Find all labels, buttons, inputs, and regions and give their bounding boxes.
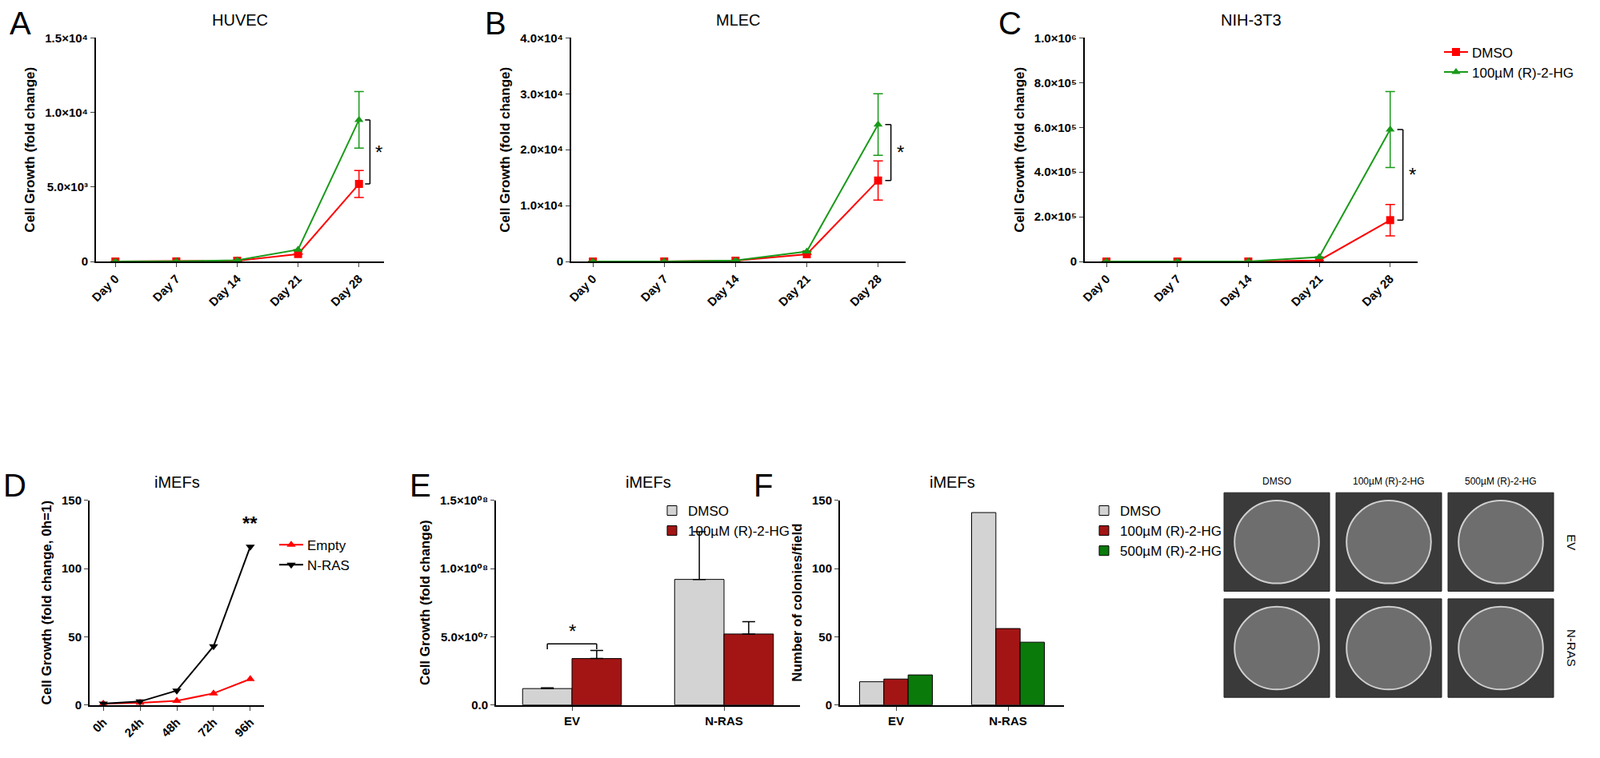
svg-text:1.5×10⁴: 1.5×10⁴ — [44, 31, 88, 45]
svg-text:C: C — [998, 5, 1022, 41]
svg-text:iMEFs: iMEFs — [154, 473, 200, 492]
svg-text:150: 150 — [812, 493, 832, 508]
svg-text:EV: EV — [888, 714, 904, 728]
svg-text:EV: EV — [564, 714, 580, 728]
svg-text:N-RAS: N-RAS — [988, 714, 1028, 728]
svg-text:4.0×10⁴: 4.0×10⁴ — [520, 31, 564, 45]
svg-text:100: 100 — [812, 561, 832, 576]
svg-text:2.0×10⁴: 2.0×10⁴ — [520, 142, 564, 156]
svg-text:100: 100 — [61, 561, 82, 576]
svg-text:F: F — [753, 468, 773, 504]
svg-text:HUVEC: HUVEC — [212, 11, 268, 29]
svg-text:DMSO: DMSO — [1262, 476, 1292, 488]
svg-text:50: 50 — [818, 630, 832, 644]
svg-text:1.0×10⁶: 1.0×10⁶ — [1034, 31, 1077, 45]
svg-text:N-RAS: N-RAS — [307, 558, 350, 574]
svg-text:Day 14: Day 14 — [206, 272, 244, 310]
svg-text:Number of colonies/field: Number of colonies/field — [789, 523, 805, 682]
svg-text:N-RAS: N-RAS — [1564, 629, 1579, 668]
svg-text:3.0×10⁴: 3.0×10⁴ — [520, 87, 564, 101]
svg-text:*: * — [896, 141, 904, 164]
svg-text:150: 150 — [61, 493, 82, 508]
svg-text:Cell Growth (fold change, 0h=1: Cell Growth (fold change, 0h=1) — [39, 500, 55, 706]
svg-text:Day 7: Day 7 — [1151, 272, 1184, 304]
svg-text:Day 21: Day 21 — [776, 272, 813, 309]
svg-text:0: 0 — [825, 698, 832, 712]
svg-text:1.0×10⁴: 1.0×10⁴ — [520, 198, 564, 212]
svg-text:Day 21: Day 21 — [267, 272, 304, 309]
svg-text:Day 7: Day 7 — [637, 272, 670, 304]
svg-text:0h: 0h — [89, 716, 109, 736]
svg-text:DMSO: DMSO — [1472, 45, 1513, 61]
svg-text:2.0×10⁵: 2.0×10⁵ — [1034, 209, 1077, 224]
svg-text:**: ** — [242, 512, 258, 535]
svg-text:0: 0 — [75, 698, 82, 712]
svg-text:0.0: 0.0 — [471, 698, 488, 712]
svg-text:96h: 96h — [232, 716, 256, 740]
svg-text:*: * — [375, 141, 383, 164]
svg-text:Cell Growth (fold change): Cell Growth (fold change) — [22, 67, 38, 233]
svg-text:100µM (R)-2-HG: 100µM (R)-2-HG — [1352, 476, 1425, 488]
svg-text:4.0×10⁵: 4.0×10⁵ — [1034, 164, 1077, 179]
svg-text:5.0×10⁰⁷: 5.0×10⁰⁷ — [440, 630, 488, 644]
svg-text:N-RAS: N-RAS — [704, 714, 744, 728]
svg-text:E: E — [409, 468, 432, 504]
svg-text:D: D — [3, 468, 27, 504]
svg-text:Cell Growth (fold change): Cell Growth (fold change) — [417, 520, 433, 686]
svg-text:Day 28: Day 28 — [847, 272, 884, 309]
svg-text:EV: EV — [1564, 534, 1579, 551]
svg-text:Day 7: Day 7 — [149, 272, 182, 304]
svg-text:Empty: Empty — [307, 538, 347, 554]
svg-text:500µM (R)-2-HG: 500µM (R)-2-HG — [1464, 476, 1537, 488]
svg-text:MLEC: MLEC — [716, 11, 761, 29]
svg-text:NIH-3T3: NIH-3T3 — [1220, 11, 1282, 29]
svg-text:Day 14: Day 14 — [704, 272, 743, 310]
svg-text:50: 50 — [68, 630, 82, 644]
svg-text:Day 28: Day 28 — [328, 272, 365, 309]
svg-text:5.0×10³: 5.0×10³ — [47, 180, 88, 194]
svg-text:24h: 24h — [121, 716, 146, 740]
svg-text:6.0×10⁵: 6.0×10⁵ — [1034, 120, 1077, 135]
svg-text:Cell Growth (fold change): Cell Growth (fold change) — [497, 67, 513, 233]
svg-text:Cell Growth (fold change): Cell Growth (fold change) — [1012, 67, 1028, 233]
svg-text:*: * — [1408, 164, 1416, 186]
svg-text:*: * — [568, 620, 576, 643]
svg-text:100µM (R)-2-HG: 100µM (R)-2-HG — [688, 524, 790, 540]
svg-text:1.5×10⁰⁸: 1.5×10⁰⁸ — [440, 493, 488, 508]
svg-text:0: 0 — [81, 254, 88, 268]
svg-text:Day 21: Day 21 — [1288, 272, 1325, 309]
svg-text:0: 0 — [1070, 254, 1077, 268]
svg-text:8.0×10⁵: 8.0×10⁵ — [1034, 76, 1077, 90]
svg-text:iMEFs: iMEFs — [929, 473, 976, 492]
svg-text:Day 14: Day 14 — [1217, 272, 1256, 310]
svg-text:Day 0: Day 0 — [566, 272, 599, 304]
svg-text:0: 0 — [556, 254, 564, 268]
svg-text:500µM (R)-2-HG: 500µM (R)-2-HG — [1120, 544, 1222, 560]
svg-text:iMEFs: iMEFs — [625, 473, 672, 492]
svg-text:72h: 72h — [195, 716, 220, 740]
svg-text:DMSO: DMSO — [688, 504, 729, 520]
svg-text:48h: 48h — [158, 716, 183, 740]
svg-text:100µM (R)-2-HG: 100µM (R)-2-HG — [1120, 524, 1222, 540]
svg-text:DMSO: DMSO — [1120, 504, 1161, 520]
svg-text:1.0×10⁴: 1.0×10⁴ — [44, 105, 88, 120]
svg-text:Day 0: Day 0 — [1080, 272, 1112, 304]
svg-text:A: A — [9, 5, 32, 41]
svg-text:Day 28: Day 28 — [1359, 272, 1396, 309]
svg-text:100µM (R)-2-HG: 100µM (R)-2-HG — [1472, 65, 1574, 81]
svg-text:Day 0: Day 0 — [88, 272, 121, 304]
svg-text:1.0×10⁰⁸: 1.0×10⁰⁸ — [440, 561, 488, 576]
svg-text:B: B — [484, 5, 507, 41]
